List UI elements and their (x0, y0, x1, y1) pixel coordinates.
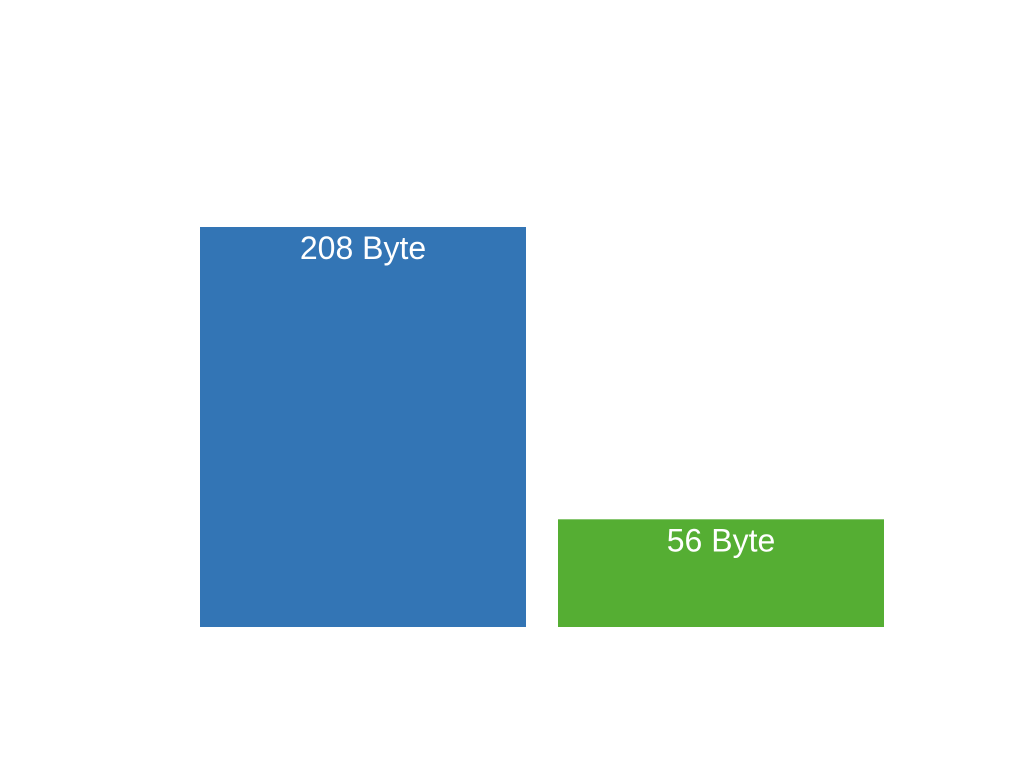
bar-1-data-label: 208 Byte (300, 230, 426, 266)
bar-2-data-label: 56 Byte (667, 522, 776, 558)
bar-1 (200, 227, 526, 627)
bar-2 (558, 519, 884, 627)
